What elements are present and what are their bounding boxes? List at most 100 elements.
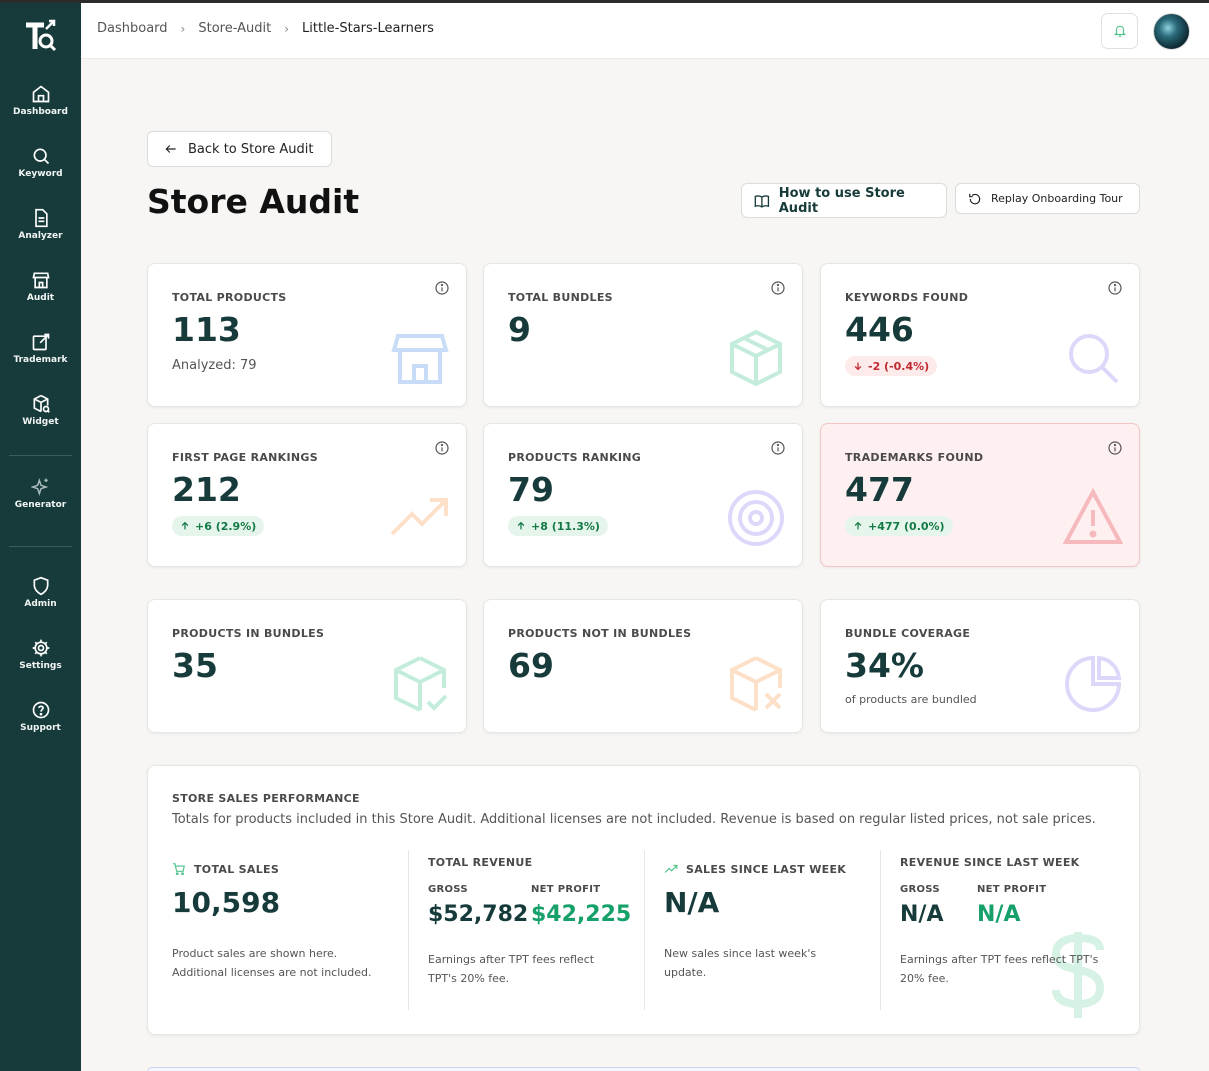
replay-button-label: Replay Onboarding Tour xyxy=(991,192,1123,205)
breadcrumb-store-audit[interactable]: Store-Audit xyxy=(198,21,272,36)
store-icon xyxy=(31,272,50,288)
info-icon[interactable] xyxy=(1107,280,1123,296)
sidebar-item-analyzer[interactable]: Analyzer xyxy=(0,198,81,250)
sidebar-item-keyword[interactable]: Keyword xyxy=(0,136,81,188)
sidebar: Dashboard Keyword Analyzer Audit Tradema… xyxy=(0,3,81,1071)
card-trademarks-found: TRADEMARKS FOUND 477 +477 (0.0%) xyxy=(820,423,1140,567)
sidebar-item-audit[interactable]: Audit xyxy=(0,260,81,312)
sidebar-item-label: Support xyxy=(20,722,61,733)
card-value: 446 xyxy=(845,310,914,349)
card-keywords-found: KEYWORDS FOUND 446 -2 (-0.4%) xyxy=(820,263,1140,407)
net-profit-value: N/A xyxy=(977,902,1021,927)
sidebar-item-label: Generator xyxy=(14,499,67,510)
card-label: PRODUCTS IN BUNDLES xyxy=(172,627,325,640)
replay-tour-button[interactable]: Replay Onboarding Tour xyxy=(955,183,1140,214)
info-icon[interactable] xyxy=(434,440,450,456)
card-value: 79 xyxy=(508,470,554,509)
column-note-1: Earnings after TPT fees reflect TPT's xyxy=(900,953,1099,966)
gross-value: N/A xyxy=(900,902,944,927)
info-icon[interactable] xyxy=(434,280,450,296)
package-check-icon xyxy=(394,656,448,712)
section-title: STORE SALES PERFORMANCE xyxy=(172,792,360,805)
dollar-sign-icon xyxy=(1051,932,1105,1018)
sidebar-item-admin[interactable]: Admin xyxy=(0,566,81,618)
net-profit-label: NET PROFIT xyxy=(531,884,601,895)
change-badge: -2 (-0.4%) xyxy=(845,356,938,376)
sidebar-item-label: Analyzer xyxy=(18,230,63,241)
card-label: BUNDLE COVERAGE xyxy=(845,627,971,640)
top-header: Dashboard › Store-Audit › Little-Stars-L… xyxy=(81,3,1209,59)
sidebar-item-support[interactable]: Support xyxy=(0,690,81,742)
sidebar-item-dashboard[interactable]: Dashboard xyxy=(0,74,81,126)
app-logo[interactable] xyxy=(22,17,62,57)
badge-text: +6 (2.9%) xyxy=(195,519,257,533)
sidebar-divider xyxy=(9,546,72,547)
column-label: TOTAL SALES xyxy=(194,862,280,876)
sidebar-item-settings[interactable]: Settings xyxy=(0,628,81,680)
sidebar-item-label: Admin xyxy=(24,598,57,609)
sidebar-divider xyxy=(9,455,72,456)
sidebar-item-generator[interactable]: Generator xyxy=(0,467,81,519)
sales-since-last-week-column: SALES SINCE LAST WEEK N/A New sales sinc… xyxy=(644,850,880,1010)
sidebar-item-label: Audit xyxy=(26,292,55,303)
sidebar-item-trademark[interactable]: Trademark xyxy=(0,322,81,374)
page-title: Store Audit xyxy=(147,182,360,221)
bell-icon xyxy=(1113,25,1126,37)
card-first-page-rankings: FIRST PAGE RANKINGS 212 +6 (2.9%) xyxy=(147,423,467,567)
change-badge: +8 (11.3%) xyxy=(508,516,608,536)
card-subtext: of products are bundled xyxy=(845,693,977,706)
column-note-2: Additional licenses are not included. xyxy=(172,966,372,979)
card-label: TRADEMARKS FOUND xyxy=(845,451,984,464)
gross-value: $52,782 xyxy=(428,902,529,927)
arrow-up-icon xyxy=(854,521,862,530)
sales-week-value: N/A xyxy=(664,886,720,919)
package-icon xyxy=(730,329,782,387)
card-products-ranking: PRODUCTS RANKING 79 +8 (11.3%) xyxy=(483,423,803,567)
card-label: PRODUCTS RANKING xyxy=(508,451,642,464)
store-icon xyxy=(391,334,449,384)
logo-icon xyxy=(26,19,57,52)
card-products-not-in-bundles: PRODUCTS NOT IN BUNDLES 69 xyxy=(483,599,803,733)
card-products-in-bundles: PRODUCTS IN BUNDLES 35 xyxy=(147,599,467,733)
card-value: 113 xyxy=(172,310,241,349)
next-section-card xyxy=(147,1067,1140,1071)
how-to-use-button[interactable]: How to use Store Audit xyxy=(741,183,947,218)
notifications-button[interactable] xyxy=(1101,13,1138,49)
change-badge: +6 (2.9%) xyxy=(172,516,265,536)
chevron-right-icon: › xyxy=(180,21,186,36)
card-total-bundles: TOTAL BUNDLES 9 xyxy=(483,263,803,407)
pie-chart-icon xyxy=(1065,655,1122,712)
chevron-right-icon: › xyxy=(284,21,290,36)
section-description: Totals for products included in this Sto… xyxy=(172,812,1096,827)
sidebar-item-label: Widget xyxy=(22,416,59,427)
search-icon xyxy=(33,148,49,164)
card-value: 9 xyxy=(508,310,531,349)
card-value: 212 xyxy=(172,470,241,509)
column-note-1: New sales since last week's xyxy=(664,947,817,960)
card-value: 69 xyxy=(508,646,554,685)
card-label: TOTAL PRODUCTS xyxy=(172,291,287,304)
document-icon xyxy=(34,208,48,227)
book-icon xyxy=(754,194,770,208)
back-to-store-audit-button[interactable]: Back to Store Audit xyxy=(147,131,332,167)
cart-icon xyxy=(173,863,185,876)
search-icon xyxy=(1069,334,1119,384)
column-note-1: Earnings after TPT fees reflect xyxy=(428,953,595,966)
column-note-2: 20% fee. xyxy=(900,972,949,985)
breadcrumb-dashboard[interactable]: Dashboard xyxy=(97,21,168,36)
gross-label: GROSS xyxy=(428,884,468,895)
avatar[interactable] xyxy=(1153,13,1190,50)
card-value: 477 xyxy=(845,470,914,509)
refresh-icon xyxy=(969,193,981,204)
column-heading: TOTAL SALES xyxy=(172,862,279,876)
info-icon[interactable] xyxy=(770,440,786,456)
card-bundle-coverage: BUNDLE COVERAGE 34% of products are bund… xyxy=(820,599,1140,733)
info-icon[interactable] xyxy=(770,280,786,296)
home-icon xyxy=(32,84,49,102)
badge-text: +8 (11.3%) xyxy=(531,519,600,533)
info-icon[interactable] xyxy=(1107,440,1123,456)
arrow-down-icon xyxy=(854,362,862,371)
trending-up-icon xyxy=(390,498,448,536)
warning-triangle-icon xyxy=(1063,488,1123,544)
sidebar-item-widget[interactable]: Widget xyxy=(0,384,81,436)
